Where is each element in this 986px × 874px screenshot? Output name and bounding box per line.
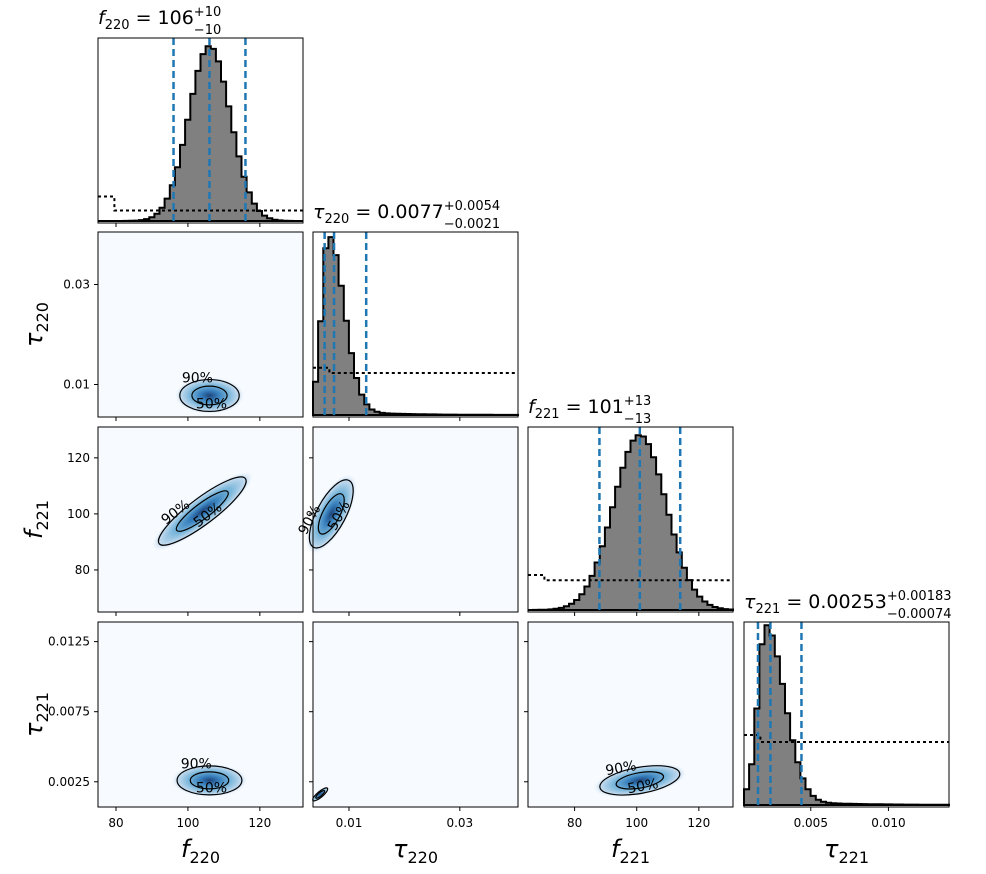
contour-label-90: 90% xyxy=(181,756,212,772)
marginal-title-lower: −10 xyxy=(194,23,221,38)
marginal-title: f221 = 101+13 xyxy=(528,394,651,422)
posterior-histogram xyxy=(528,434,734,611)
marginal-title-lower: −0.00074 xyxy=(887,607,952,622)
y-tick-label: 80 xyxy=(75,563,90,577)
density-map xyxy=(592,763,688,798)
x-tick-label: 100 xyxy=(625,816,648,830)
marginal-title-lower: −0.0021 xyxy=(444,217,500,232)
contour-label-50: 50% xyxy=(196,397,227,413)
x-tick-label: 120 xyxy=(687,816,710,830)
x-tick-label: 0.010 xyxy=(871,816,905,830)
marginal-panel-frame xyxy=(527,426,734,613)
x-tick-label: 0.03 xyxy=(446,816,473,830)
density-panel-frame xyxy=(527,621,734,808)
y-tick-label: 0.0075 xyxy=(48,705,90,719)
density-panel-frame xyxy=(97,231,304,418)
posterior-histogram xyxy=(98,45,303,222)
y-tick-label: 120 xyxy=(67,451,90,465)
density-panel-frame xyxy=(97,621,304,808)
x-tick-label: 100 xyxy=(176,816,199,830)
density-blob: 90%50% xyxy=(592,758,688,798)
marginal-title: τ221 = 0.00253+0.00183 xyxy=(744,589,952,617)
y-tick-label: 100 xyxy=(67,507,90,521)
contour-90 xyxy=(176,765,243,796)
contour-50 xyxy=(189,771,230,790)
density-panel-frame xyxy=(97,426,304,613)
marginal-title: f220 = 106+10 xyxy=(98,5,221,33)
contour-50 xyxy=(315,789,326,799)
contour-label-50: 50% xyxy=(196,780,227,796)
density-panel-frame xyxy=(312,426,519,613)
x-tick-label: 0.005 xyxy=(794,816,828,830)
y-tick-label: 0.01 xyxy=(63,378,90,392)
contour-90 xyxy=(599,765,681,796)
prior-histogram xyxy=(528,574,733,582)
contour-90 xyxy=(157,476,247,546)
density-blob: 90% 50% xyxy=(174,370,245,415)
density-blob: 90% 50% xyxy=(171,756,248,798)
density-map xyxy=(150,470,255,552)
prior-histogram xyxy=(313,366,518,374)
contour-label-50: 50% xyxy=(626,776,659,797)
x-tick-label: 0.01 xyxy=(336,816,363,830)
x-axis-label: τ220 xyxy=(393,835,438,867)
x-axis-label: f221 xyxy=(611,835,650,867)
x-axis-label: τ221 xyxy=(824,835,869,867)
density-panel-frame xyxy=(312,621,519,808)
contour-label-90: 90% xyxy=(182,370,213,386)
contour-50 xyxy=(175,490,229,532)
y-tick-label: 0.0125 xyxy=(48,635,90,649)
x-tick-label: 120 xyxy=(248,816,271,830)
y-axis-label: τ221 xyxy=(20,692,52,737)
marginal-title: τ220 = 0.0077+0.0054 xyxy=(313,199,500,227)
density-map xyxy=(171,763,248,798)
y-axis-label: τ220 xyxy=(20,302,52,347)
x-tick-label: 80 xyxy=(567,816,582,830)
prior-histogram xyxy=(98,195,303,212)
y-tick-label: 0.0025 xyxy=(48,775,90,789)
y-tick-label: 0.03 xyxy=(63,278,90,292)
contour-50 xyxy=(317,493,345,535)
density-blob: 90%50% xyxy=(150,470,255,552)
posterior-histogram xyxy=(743,624,950,806)
marginal-panel-frame xyxy=(312,231,519,418)
density-map xyxy=(305,473,358,555)
y-axis-label: f221 xyxy=(20,500,52,539)
marginal-panel-frame xyxy=(743,621,950,808)
contour-50 xyxy=(615,771,665,790)
contour-50 xyxy=(191,385,228,406)
prior-histogram xyxy=(744,734,949,743)
marginal-title-lower: −13 xyxy=(624,412,651,427)
density-map xyxy=(174,376,245,415)
x-tick-label: 80 xyxy=(108,816,123,830)
density-panel-bg xyxy=(313,622,518,807)
contour-label-90: 90% xyxy=(604,758,637,779)
x-axis-label: f220 xyxy=(181,835,220,867)
marginal-panel-frame xyxy=(97,37,304,224)
contour-90 xyxy=(308,479,354,549)
contour-90 xyxy=(179,378,240,413)
